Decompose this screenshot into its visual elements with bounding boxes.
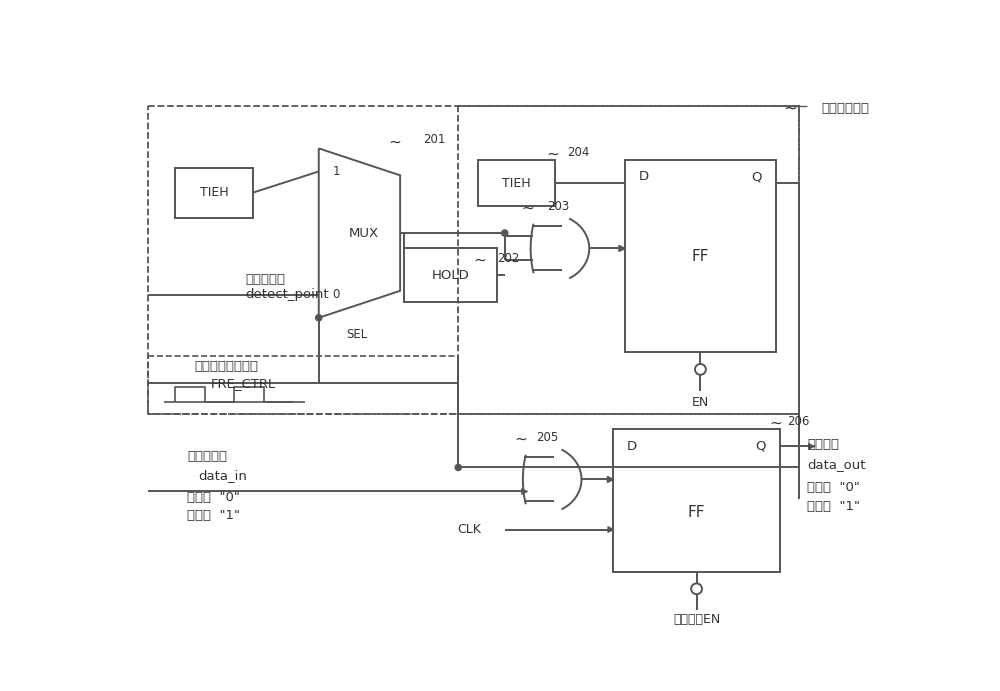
Circle shape [502, 230, 508, 236]
Text: ~: ~ [546, 146, 559, 161]
Text: CLK: CLK [458, 523, 482, 536]
Text: 202: 202 [497, 252, 519, 265]
Polygon shape [608, 527, 614, 533]
Text: MUX: MUX [348, 227, 378, 240]
Circle shape [316, 314, 322, 321]
Text: FF: FF [688, 504, 705, 520]
Text: EN: EN [692, 396, 709, 409]
Text: ~: ~ [388, 135, 401, 150]
Text: ~: ~ [474, 252, 486, 267]
Bar [613, 429, 780, 572]
Text: data_out: data_out [807, 457, 866, 471]
Text: 输出信号: 输出信号 [807, 438, 839, 451]
Text: 正常值  "0": 正常值 "0" [807, 481, 860, 493]
Text: HOLD: HOLD [432, 269, 469, 282]
Bar [478, 160, 555, 206]
Text: 检测输入端: 检测输入端 [245, 273, 285, 286]
Text: 201: 201 [423, 133, 446, 146]
Text: Q: Q [752, 171, 762, 183]
Polygon shape [619, 245, 625, 252]
Polygon shape [608, 476, 614, 482]
Bar [625, 160, 776, 352]
Text: ~: ~ [514, 431, 527, 446]
Text: Q: Q [755, 440, 766, 453]
Text: TIEH: TIEH [502, 176, 531, 189]
Text: detect_point: detect_point [245, 288, 329, 301]
Polygon shape [809, 444, 815, 449]
Text: TIEH: TIEH [200, 186, 228, 199]
Text: 204: 204 [567, 146, 589, 159]
Text: 异常值  "1": 异常值 "1" [187, 509, 240, 522]
Text: 前级输入端: 前级输入端 [187, 450, 227, 463]
Circle shape [455, 464, 461, 471]
Bar [175, 168, 253, 218]
Text: data_in: data_in [199, 469, 248, 482]
Text: 异常值  "1": 异常值 "1" [807, 500, 860, 513]
Text: 203: 203 [547, 200, 570, 213]
Text: 电平检测部分: 电平检测部分 [821, 102, 869, 115]
Text: 1: 1 [333, 165, 340, 178]
Bar [458, 106, 799, 414]
Text: ~: ~ [770, 416, 782, 430]
Bar [148, 106, 799, 414]
Text: ~: ~ [783, 100, 797, 118]
Text: D: D [639, 171, 649, 183]
Text: 0: 0 [333, 288, 340, 301]
Text: 使能信号EN: 使能信号EN [673, 613, 720, 626]
Text: ~: ~ [522, 200, 534, 215]
Text: 206: 206 [788, 415, 810, 428]
Text: 正常值  "0": 正常值 "0" [187, 491, 240, 504]
Bar [148, 357, 458, 414]
Text: 检测频率控制信号: 检测频率控制信号 [195, 360, 259, 372]
Text: 205: 205 [536, 430, 558, 444]
Text: SEL: SEL [346, 328, 367, 341]
Text: FF: FF [692, 249, 709, 264]
Bar [404, 249, 497, 303]
Polygon shape [607, 476, 613, 482]
Polygon shape [522, 489, 528, 495]
Text: FRE_CTRL: FRE_CTRL [210, 377, 276, 390]
Text: D: D [627, 440, 637, 453]
Polygon shape [619, 245, 626, 252]
